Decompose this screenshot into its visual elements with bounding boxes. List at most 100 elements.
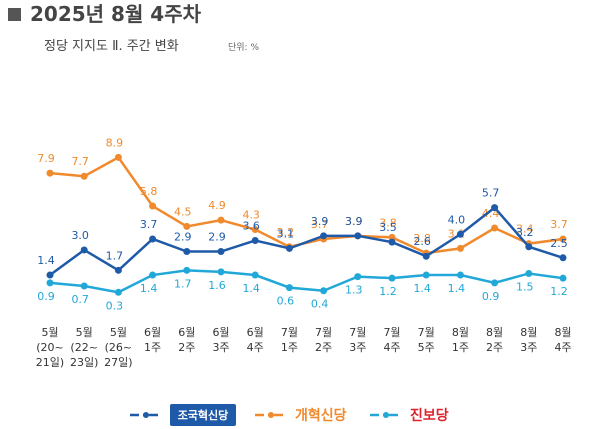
series-line [49, 155, 564, 255]
value-label: 3.9 [345, 215, 363, 228]
data-point [80, 172, 88, 180]
chart-subtitle: 정당 지지도 Ⅱ. 주간 변화 [44, 39, 179, 54]
x-tick-label: 7월 2주 [315, 326, 333, 354]
x-tick-label: 5월 (26~ 27일) [104, 326, 133, 369]
data-point [456, 271, 464, 279]
data-point [149, 202, 157, 210]
value-label: 1.5 [516, 280, 534, 293]
x-tick-label: 7월 3주 [349, 326, 367, 354]
value-label: 0.3 [106, 299, 124, 312]
value-label: 8.9 [106, 136, 124, 149]
value-label: 4.0 [448, 213, 466, 226]
value-label: 5.7 [482, 187, 500, 200]
data-point [183, 248, 191, 256]
series-line [49, 205, 564, 277]
value-label: 4.5 [174, 205, 192, 218]
data-point [183, 222, 191, 230]
value-label: 0.6 [277, 295, 295, 308]
value-label: 1.2 [379, 285, 397, 298]
data-point [46, 279, 54, 287]
value-label: 1.4 [448, 282, 466, 295]
x-tick-label: 5월 (20~ 21일) [35, 326, 65, 369]
data-point [354, 232, 362, 240]
legend-marker [383, 412, 389, 418]
value-label: 1.4 [413, 282, 431, 295]
x-tick-label: 6월 3주 [212, 326, 230, 354]
data-point [285, 244, 293, 252]
value-label: 3.1 [277, 227, 295, 240]
x-tick-label: 7월 1주 [280, 326, 298, 354]
value-label: 4.3 [242, 209, 260, 222]
data-point [388, 238, 396, 246]
data-point [46, 271, 54, 279]
data-point [114, 266, 122, 274]
x-tick-label: 8월 3주 [520, 326, 538, 354]
value-label: 4.9 [208, 199, 226, 212]
data-point [559, 254, 567, 262]
value-label: 3.4 [516, 223, 534, 236]
data-point [217, 216, 225, 224]
data-point [456, 244, 464, 252]
value-label: 3.7 [550, 218, 568, 231]
data-point [149, 271, 157, 279]
data-point [80, 246, 88, 254]
data-point [491, 224, 499, 232]
value-label: 2.9 [174, 231, 192, 244]
data-point [285, 284, 293, 292]
legend-label: 개혁신당 [295, 407, 347, 424]
x-tick-label: 6월 2주 [178, 326, 196, 354]
value-label: 2.9 [208, 231, 226, 244]
data-point [354, 273, 362, 281]
x-tick-label: 7월 5주 [417, 326, 435, 354]
value-label: 2.8 [413, 232, 431, 245]
value-label: 0.4 [311, 298, 329, 311]
value-label: 1.4 [37, 254, 55, 267]
data-point [491, 204, 499, 212]
value-label: 3.9 [345, 215, 363, 228]
value-label: 0.9 [482, 290, 500, 303]
value-label: 3.8 [379, 216, 397, 229]
value-label: 0.9 [37, 290, 55, 303]
value-label: 5.8 [140, 185, 158, 198]
data-point [559, 274, 567, 282]
value-label: 3.9 [311, 215, 329, 228]
data-point [217, 248, 225, 256]
data-point [46, 169, 54, 177]
value-label: 3.2 [516, 226, 534, 239]
x-tick-label: 6월 1주 [144, 326, 162, 354]
value-label: 3.6 [242, 220, 260, 233]
value-label: 7.7 [71, 155, 89, 168]
value-label: 2.5 [550, 237, 568, 250]
data-point [114, 153, 122, 161]
data-point [320, 287, 328, 295]
data-point [320, 232, 328, 240]
legend-badge [170, 404, 236, 426]
value-label: 0.7 [71, 293, 89, 306]
data-point [217, 268, 225, 276]
value-label: 3.0 [71, 229, 89, 242]
value-label: 3.7 [140, 218, 158, 231]
data-point [525, 243, 533, 251]
x-tick-label: 8월 2주 [486, 326, 504, 354]
data-point [456, 230, 464, 238]
data-point [114, 288, 122, 296]
value-label: 1.4 [140, 282, 158, 295]
data-point [183, 266, 191, 274]
data-point [491, 279, 499, 287]
chart-title: 2025년 8월 4주차 [30, 2, 202, 26]
data-point [149, 235, 157, 243]
value-label: 1.6 [208, 279, 226, 292]
unit-label: 단위: % [228, 42, 259, 53]
legend-label: 조국혁신당 [178, 408, 229, 422]
data-point [559, 235, 567, 243]
legend-label: 진보당 [410, 407, 449, 424]
value-label: 1.3 [345, 284, 363, 297]
x-tick-label: 8월 4주 [554, 326, 572, 354]
title-icon [8, 8, 21, 21]
value-label: 1.4 [242, 282, 260, 295]
legend-marker [268, 412, 274, 418]
value-label: 3.7 [311, 218, 329, 231]
data-point [388, 274, 396, 282]
value-label: 3.5 [379, 221, 397, 234]
